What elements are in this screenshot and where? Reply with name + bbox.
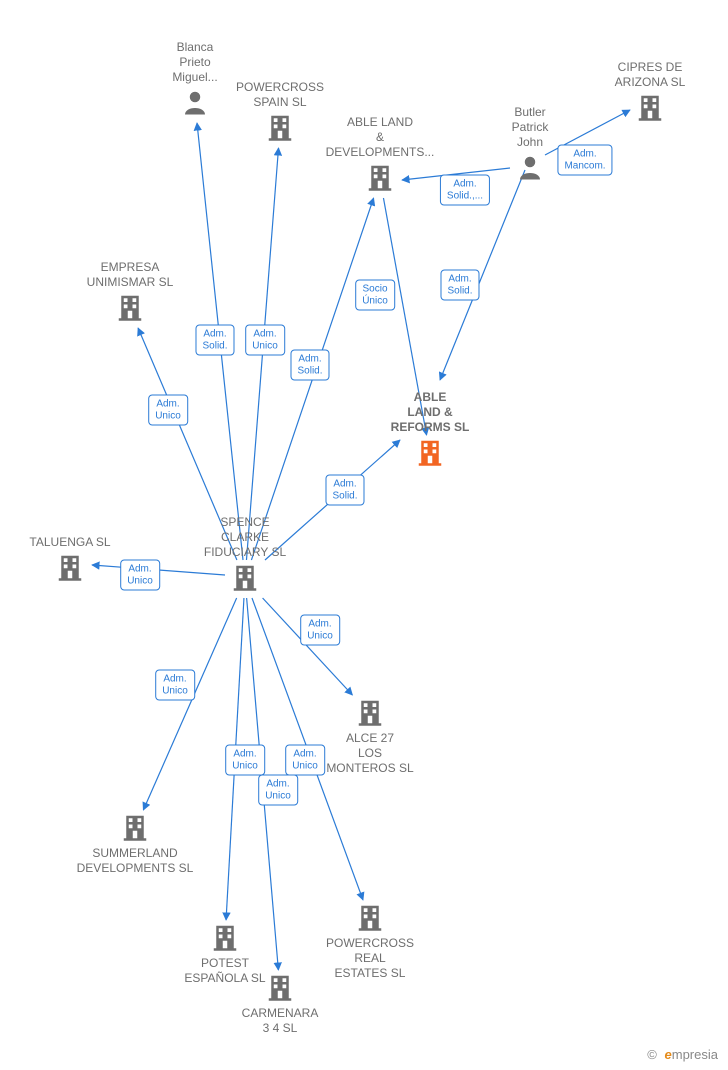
edge-label: Adm.Unico — [300, 615, 340, 646]
node-cipres[interactable]: CIPRES DEARIZONA SL — [590, 60, 710, 126]
node-label: BlancaPrietoMiguel... — [135, 40, 255, 85]
node-reforms[interactable]: ABLELAND &REFORMS SL — [370, 390, 490, 471]
node-label: ABLE LAND&DEVELOPMENTS... — [320, 115, 440, 160]
edge-label: Adm.Unico — [245, 325, 285, 356]
edge-line — [263, 598, 353, 695]
edge-label: Adm.Unico — [155, 670, 195, 701]
logo-rest: mpresia — [672, 1047, 718, 1062]
node-label: CIPRES DEARIZONA SL — [590, 60, 710, 90]
building-icon — [310, 697, 430, 731]
building-icon — [185, 562, 305, 596]
building-icon — [310, 902, 430, 936]
node-pcr_estates[interactable]: POWERCROSSREALESTATES SL — [310, 900, 430, 981]
node-label: CARMENARA3 4 SL — [220, 1006, 340, 1036]
building-icon — [70, 292, 190, 326]
edge-label: Adm.Unico — [120, 560, 160, 591]
node-label: ABLELAND &REFORMS SL — [370, 390, 490, 435]
building-icon — [370, 437, 490, 471]
edge-label: Adm.Solid. — [290, 350, 329, 381]
building-icon — [75, 812, 195, 846]
watermark: © empresia — [647, 1047, 718, 1062]
node-taluenga[interactable]: TALUENGA SL — [10, 535, 130, 586]
building-icon — [590, 92, 710, 126]
diagram-canvas: BlancaPrietoMiguel... POWERCROSSSPAIN SL… — [0, 0, 728, 1070]
logo-first-letter: e — [665, 1047, 672, 1062]
node-unimismar[interactable]: EMPRESAUNIMISMAR SL — [70, 260, 190, 326]
node-spence[interactable]: SPENCECLARKEFIDUCIARY SL — [185, 515, 305, 596]
edge-label: Adm.Solid. — [195, 325, 234, 356]
copyright-symbol: © — [647, 1047, 657, 1062]
edge-label: Adm.Solid.,... — [440, 175, 490, 206]
node-label: SUMMERLANDDEVELOPMENTS SL — [75, 846, 195, 876]
node-label: POWERCROSSREALESTATES SL — [310, 936, 430, 981]
edge-label: Adm.Solid. — [440, 270, 479, 301]
node-alce[interactable]: ALCE 27LOSMONTEROS SL — [310, 695, 430, 776]
edge-label: Adm.Unico — [258, 775, 298, 806]
edge-label: Adm.Mancom. — [557, 145, 612, 176]
node-label: POWERCROSSSPAIN SL — [220, 80, 340, 110]
node-label: EMPRESAUNIMISMAR SL — [70, 260, 190, 290]
node-summerland[interactable]: SUMMERLANDDEVELOPMENTS SL — [75, 810, 195, 876]
node-label: TALUENGA SL — [10, 535, 130, 550]
edge-line — [143, 598, 236, 810]
edge-label: Adm.Unico — [285, 745, 325, 776]
node-ableland[interactable]: ABLE LAND&DEVELOPMENTS... — [320, 115, 440, 196]
edge-label: Adm.Unico — [148, 395, 188, 426]
node-label: ALCE 27LOSMONTEROS SL — [310, 731, 430, 776]
building-icon — [320, 162, 440, 196]
edge-label: Adm.Unico — [225, 745, 265, 776]
edge-label: Adm.Solid. — [325, 475, 364, 506]
building-icon — [165, 922, 285, 956]
edge-label: SocioÚnico — [355, 280, 395, 311]
building-icon — [10, 552, 130, 586]
node-label: ButlerPatrickJohn — [470, 105, 590, 150]
node-label: SPENCECLARKEFIDUCIARY SL — [185, 515, 305, 560]
